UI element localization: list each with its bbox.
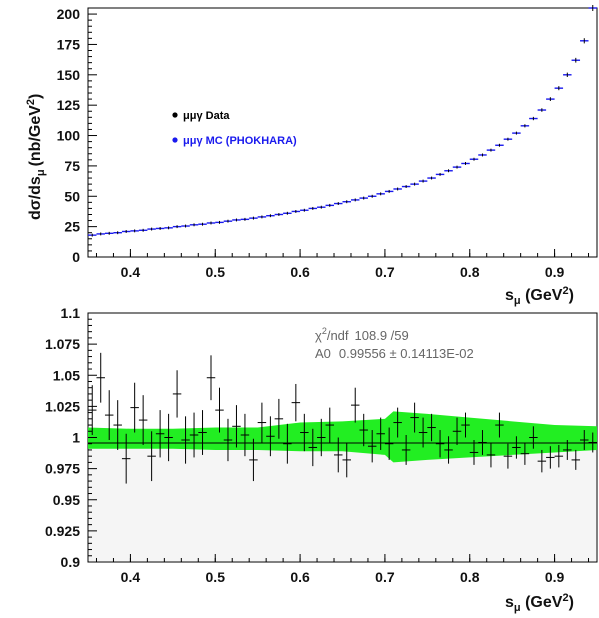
bottom-y-tick-label: 0.975	[45, 461, 80, 477]
top-y-tick-label: 175	[57, 36, 81, 52]
bottom-y-tick-label: 1.025	[45, 398, 80, 414]
legend: μμγ Data μμγ MC (PHOKHARA)	[172, 110, 297, 147]
top-x-axis-label: sμ (GeV2)	[505, 285, 574, 307]
bottom-y-tick-label: 0.9	[61, 554, 81, 570]
legend-label-mc: μμγ MC (PHOKHARA)	[183, 135, 297, 147]
top-x-tick-label: 0.5	[206, 264, 226, 280]
legend-marker-mc	[172, 137, 178, 143]
top-y-tick-label: 75	[64, 158, 80, 174]
bottom-y-tick-label: 1.075	[45, 336, 80, 352]
legend-label-data: μμγ Data	[183, 110, 230, 122]
bottom-x-tick-label: 0.5	[206, 569, 226, 585]
top-x-tick-label: 0.9	[545, 264, 565, 280]
top-y-tick-label: 200	[57, 6, 81, 22]
top-y-tick-label: 150	[57, 67, 81, 83]
fit-a0-text: A0 0.99556 ± 0.14113E-02	[315, 346, 474, 361]
mc-uncertainty-band	[88, 411, 597, 463]
bottom-y-ticks: 0.9 0.925 0.95 0.975 1 1.025 1.05 1.075 1.1	[45, 305, 97, 570]
bottom-y-tick-label: 0.95	[53, 492, 80, 508]
top-x-tick-label: 0.6	[290, 264, 310, 280]
fit-chi2-text: χ2/ndf 108.9 /59	[315, 326, 409, 343]
legend-marker-data	[172, 112, 178, 118]
top-x-tick-label: 0.4	[121, 264, 141, 280]
bottom-y-tick-label: 1.05	[53, 367, 80, 383]
bottom-plot: 0.4 0.5 0.6 0.7 0.8 0.9 0.9 0.925 0.95 0.975 1 1.0…	[45, 305, 598, 614]
bottom-y-tick-label: 0.925	[45, 523, 80, 539]
bottom-plot-shade	[89, 441, 596, 561]
top-data-bins	[88, 5, 597, 237]
ratio-points	[88, 352, 597, 484]
bottom-x-tick-label: 0.7	[375, 569, 395, 585]
top-y-tick-label: 100	[57, 128, 81, 144]
top-plot: 0.4 0.5 0.6 0.7 0.8 0.9 0 25 50 75 100 125 150 175 20…	[25, 5, 598, 307]
top-y-ticks: 0 25 50 75 100 125 150 175 200	[57, 6, 97, 265]
top-x-tick-label: 0.8	[460, 264, 480, 280]
top-y-tick-label: 50	[64, 188, 80, 204]
mc-band-shape	[88, 411, 597, 463]
bottom-y-tick-label: 1.1	[61, 305, 81, 321]
bottom-x-ticks: 0.4 0.5 0.6 0.7 0.8 0.9	[95, 554, 590, 585]
bottom-x-axis-label: sμ (GeV2)	[505, 592, 574, 614]
bottom-y-tick-label: 1	[72, 430, 80, 446]
bottom-x-tick-label: 0.8	[460, 569, 480, 585]
top-y-tick-label: 0	[72, 249, 80, 265]
top-y-tick-label: 25	[64, 219, 80, 235]
top-y-axis-label: dσ/dsμ(nb/GeV2)	[25, 94, 47, 220]
top-y-tick-label: 125	[57, 97, 81, 113]
bottom-x-tick-label: 0.6	[290, 569, 310, 585]
top-x-tick-label: 0.7	[375, 264, 395, 280]
top-x-ticks: 0.4 0.5 0.6 0.7 0.8 0.9	[95, 249, 590, 280]
bottom-x-tick-label: 0.4	[121, 569, 141, 585]
bottom-x-tick-label: 0.9	[545, 569, 565, 585]
